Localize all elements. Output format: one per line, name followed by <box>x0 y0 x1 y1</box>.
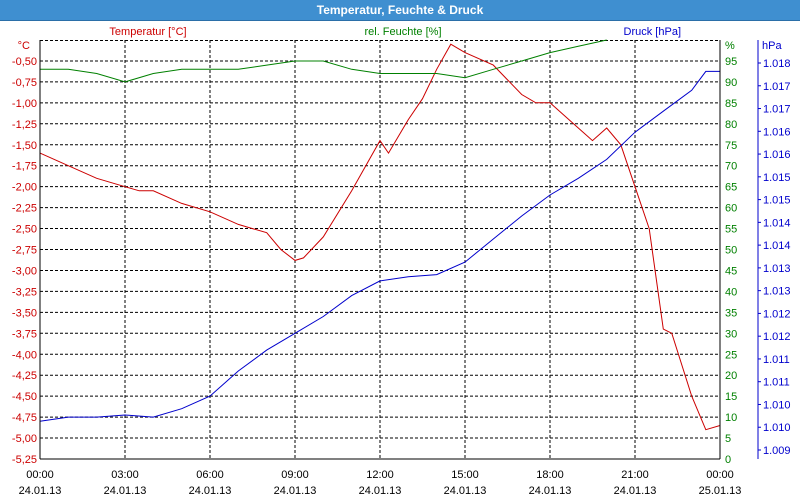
temperature-tick-label: -5,25 <box>12 454 37 466</box>
temperature-tick-label: -4,00 <box>12 349 37 361</box>
x-tick-date-label: 24.01.13 <box>274 485 317 497</box>
x-tick-date-label: 25.01.13 <box>699 485 742 497</box>
temperature-tick-label: -1,50 <box>12 140 37 152</box>
humidity-tick-label: 25 <box>725 349 737 361</box>
pressure-tick-label: 1.012 <box>763 308 791 320</box>
pressure-tick-label: 1.013 <box>763 263 791 275</box>
x-tick-time-label: 15:00 <box>451 469 479 481</box>
humidity-tick-label: 65 <box>725 182 737 194</box>
temperature-tick-label: -4,50 <box>12 391 37 403</box>
temperature-axis-title: Temperatur [°C] <box>109 26 186 38</box>
pressure-tick-label: 1.014 <box>763 240 791 252</box>
pressure-tick-label: 1.016 <box>763 149 791 161</box>
x-tick-date-label: 24.01.13 <box>189 485 232 497</box>
temperature-tick-label: -2,50 <box>12 224 37 236</box>
axes: °C -0,50 -0,75 -1,00 -1,25 -1,50 -1,75 -2,00 -2,… <box>12 26 791 497</box>
temperature-tick-label: -4,25 <box>12 370 37 382</box>
x-tick-time-label: 00:00 <box>26 469 54 481</box>
temperature-tick-label: -3,50 <box>12 307 37 319</box>
temperature-tick-label: -2,25 <box>12 203 37 215</box>
humidity-tick-label: 30 <box>725 328 737 340</box>
pressure-tick-label: 1.014 <box>763 217 791 229</box>
temperature-tick-label: -0,75 <box>12 77 37 89</box>
x-tick-time-label: 09:00 <box>281 469 309 481</box>
x-tick-time-label: 12:00 <box>366 469 394 481</box>
x-tick-time-label: 00:00 <box>706 469 734 481</box>
humidity-tick-label: 40 <box>725 286 737 298</box>
pressure-tick-label: 1.012 <box>763 331 791 343</box>
humidity-tick-label: 60 <box>725 203 737 215</box>
humidity-series-line <box>40 39 607 83</box>
pressure-series-line <box>39 70 720 422</box>
humidity-tick-label: 85 <box>725 98 737 110</box>
x-tick-time-label: 06:00 <box>196 469 224 481</box>
humidity-tick-label: 75 <box>725 140 737 152</box>
x-tick-time-label: 21:00 <box>621 469 649 481</box>
series-layer <box>39 39 721 431</box>
temperature-unit-label: °C <box>18 40 30 52</box>
x-tick-date-label: 24.01.13 <box>104 485 147 497</box>
x-tick-date-label: 24.01.13 <box>359 485 402 497</box>
x-tick-time-label: 18:00 <box>536 469 564 481</box>
temperature-tick-label: -2,00 <box>12 182 37 194</box>
humidity-tick-label: 45 <box>725 265 737 277</box>
humidity-axis-title: rel. Feuchte [%] <box>364 26 441 38</box>
x-tick-date-label: 24.01.13 <box>614 485 657 497</box>
temperature-tick-label: -1,25 <box>12 119 37 131</box>
humidity-tick-label: 90 <box>725 77 737 89</box>
pressure-tick-label: 1.009 <box>763 445 791 457</box>
pressure-tick-label: 1.015 <box>763 195 791 207</box>
temperature-tick-label: -5,00 <box>12 433 37 445</box>
x-tick-date-label: 24.01.13 <box>444 485 487 497</box>
humidity-tick-label: 10 <box>725 412 737 424</box>
humidity-tick-label: 5 <box>725 433 731 445</box>
chart-area: °C -0,50 -0,75 -1,00 -1,25 -1,50 -1,75 -2,00 -2,… <box>12 26 791 497</box>
humidity-tick-label: 80 <box>725 119 737 131</box>
pressure-axis-title: Druck [hPa] <box>624 26 681 38</box>
x-tick-time-label: 03:00 <box>111 469 139 481</box>
x-tick-date-label: 24.01.13 <box>529 485 572 497</box>
chart-title: Temperatur, Feuchte & Druck <box>316 3 484 17</box>
temperature-tick-label: -1,00 <box>12 98 37 110</box>
x-tick-date-label: 24.01.13 <box>19 485 62 497</box>
humidity-tick-label: 20 <box>725 370 737 382</box>
temperature-tick-label: -0,50 <box>12 56 37 68</box>
pressure-tick-label: 1.010 <box>763 399 791 411</box>
chart-title-bar: Temperatur, Feuchte & Druck <box>0 0 800 21</box>
humidity-tick-label: 35 <box>725 307 737 319</box>
humidity-tick-label: 95 <box>725 56 737 68</box>
pressure-tick-label: 1.013 <box>763 286 791 298</box>
temperature-tick-label: -3,00 <box>12 265 37 277</box>
temperature-series-line <box>39 43 721 431</box>
humidity-tick-label: 15 <box>725 391 737 403</box>
humidity-tick-label: 50 <box>725 245 737 257</box>
pressure-unit-label: hPa <box>762 40 782 52</box>
temperature-tick-label: -2,75 <box>12 245 37 257</box>
humidity-tick-label: 0 <box>725 454 731 466</box>
pressure-tick-label: 1.018 <box>763 58 791 70</box>
pressure-tick-label: 1.011 <box>763 354 790 366</box>
temperature-tick-label: -4,75 <box>12 412 37 424</box>
temperature-tick-label: -3,25 <box>12 286 37 298</box>
pressure-tick-label: 1.016 <box>763 126 791 138</box>
pressure-tick-label: 1.010 <box>763 422 791 434</box>
humidity-tick-label: 70 <box>725 161 737 173</box>
temperature-tick-label: -1,75 <box>12 161 37 173</box>
pressure-tick-label: 1.017 <box>763 104 791 116</box>
humidity-unit-label: % <box>725 40 735 52</box>
pressure-tick-label: 1.015 <box>763 172 791 184</box>
pressure-tick-label: 1.011 <box>763 377 790 389</box>
pressure-tick-label: 1.017 <box>763 81 791 93</box>
humidity-tick-label: 55 <box>725 224 737 236</box>
grid <box>39 40 721 460</box>
temperature-tick-label: -3,75 <box>12 328 37 340</box>
